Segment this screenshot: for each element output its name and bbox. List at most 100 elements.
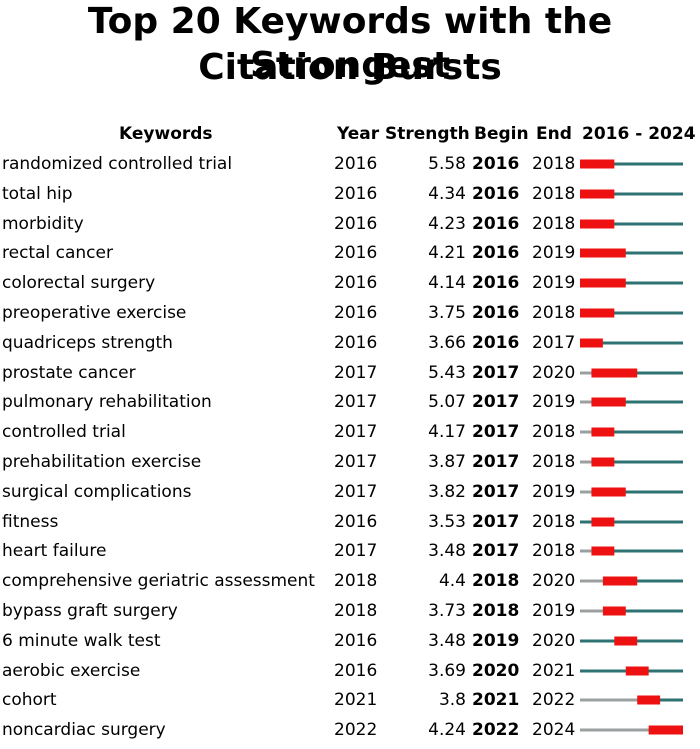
strength-cell: 3.73: [428, 601, 466, 621]
begin-cell: 2021: [472, 690, 520, 711]
timeline-inactive-segment: [580, 609, 603, 613]
year-cell: 2016: [334, 511, 378, 532]
burst-bar: [591, 546, 615, 556]
keyword-cell: preoperative exercise: [2, 303, 187, 323]
strength-cell: 4.14: [428, 273, 466, 294]
keyword-cell: total hip: [2, 183, 73, 204]
end-cell: 2019: [532, 601, 576, 621]
burst-timeline: [580, 159, 683, 169]
end-cell: 2021: [532, 660, 576, 681]
burst-bar: [591, 397, 626, 407]
begin-cell: 2019: [472, 630, 520, 651]
begin-cell: 2016: [472, 243, 520, 264]
burst-timeline: [580, 427, 683, 437]
strength-cell: 3.75: [428, 303, 466, 323]
keyword-cell: comprehensive geriatric assessment: [2, 571, 315, 592]
timeline-inactive-segment: [580, 728, 649, 732]
burst-timeline: [580, 338, 683, 348]
burst-timeline: [580, 576, 683, 586]
strength-cell: 3.8: [438, 690, 466, 711]
burst-bar: [591, 427, 615, 437]
chart-title-line2: Citation Bursts: [198, 47, 502, 88]
begin-cell: 2018: [472, 571, 520, 592]
burst-timeline: [580, 606, 683, 616]
strength-cell: 3.53: [428, 511, 466, 532]
burst-bar: [614, 636, 638, 646]
begin-cell: 2017: [472, 422, 520, 443]
timeline-inactive-segment: [580, 400, 592, 404]
year-cell: 2017: [334, 452, 378, 472]
table-row: surgical complications 2017 3.82 2017 2019: [0, 478, 700, 508]
timeline-active-segment: [580, 311, 683, 315]
burst-timeline: [580, 546, 683, 556]
year-cell: 2017: [334, 362, 378, 383]
burst-bar: [580, 219, 615, 229]
burst-timeline: [580, 695, 683, 705]
year-cell: 2016: [334, 303, 378, 323]
table-row: pulmonary rehabilitation 2017 5.07 2017 2019: [0, 388, 700, 418]
year-cell: 2021: [334, 690, 378, 711]
table-row: comprehensive geriatric assessment 2018 4.…: [0, 567, 700, 597]
burst-timeline: [580, 278, 683, 288]
strength-cell: 4.21: [428, 243, 466, 264]
end-cell: 2020: [532, 362, 576, 383]
keyword-cell: heart failure: [2, 541, 107, 562]
strength-cell: 3.82: [428, 481, 466, 502]
begin-cell: 2016: [472, 154, 520, 174]
timeline-active-segment: [591, 371, 683, 375]
end-cell: 2018: [532, 154, 576, 174]
begin-cell: 2017: [472, 541, 520, 562]
chart-title-line1: Top 20 Keywords with the Strongest: [87, 1, 613, 86]
keyword-cell: noncardiac surgery: [2, 720, 166, 741]
timeline-inactive-segment: [580, 490, 592, 494]
begin-cell: 2017: [472, 481, 520, 502]
strength-cell: 5.58: [428, 154, 466, 174]
timeline-inactive-segment: [580, 549, 592, 553]
begin-cell: 2020: [472, 660, 520, 681]
begin-cell: 2017: [472, 362, 520, 383]
burst-timeline: [580, 487, 683, 497]
strength-cell: 4.34: [428, 183, 466, 204]
year-cell: 2016: [334, 183, 378, 204]
year-cell: 2016: [334, 154, 378, 174]
table-row: bypass graft surgery 2018 3.73 2018 2019: [0, 597, 700, 627]
strength-cell: 3.48: [428, 541, 466, 562]
strength-cell: 3.48: [428, 630, 466, 651]
keyword-cell: aerobic exercise: [2, 660, 141, 681]
year-cell: 2016: [334, 243, 378, 264]
burst-bar: [591, 457, 615, 467]
table-row: aerobic exercise 2016 3.69 2020 2021: [0, 657, 700, 687]
timeline-active-segment: [580, 222, 683, 226]
end-cell: 2018: [532, 452, 576, 472]
year-cell: 2017: [334, 541, 378, 562]
burst-timeline: [580, 666, 683, 676]
year-cell: 2018: [334, 571, 378, 592]
timeline-active-segment: [580, 251, 683, 255]
end-cell: 2020: [532, 630, 576, 651]
table-row: prehabilitation exercise 2017 3.87 2017 2018: [0, 448, 700, 478]
burst-bar: [591, 368, 638, 378]
end-cell: 2020: [532, 571, 576, 592]
year-cell: 2017: [334, 481, 378, 502]
table-row: preoperative exercise 2016 3.75 2016 2018: [0, 299, 700, 329]
timeline-inactive-segment: [580, 579, 603, 583]
keyword-cell: colorectal surgery: [2, 273, 156, 294]
timeline-inactive-segment: [580, 430, 592, 434]
strength-cell: 3.69: [428, 660, 466, 681]
end-cell: 2017: [532, 332, 576, 353]
strength-cell: 5.07: [428, 392, 466, 413]
year-cell: 2016: [334, 213, 378, 234]
year-cell: 2017: [334, 422, 378, 443]
end-cell: 2018: [532, 303, 576, 323]
year-cell: 2022: [334, 720, 378, 741]
burst-timeline: [580, 189, 683, 199]
header-begin: Begin: [474, 124, 529, 144]
end-cell: 2018: [532, 183, 576, 204]
year-cell: 2016: [334, 332, 378, 353]
keyword-cell: pulmonary rehabilitation: [2, 392, 212, 413]
strength-cell: 4.17: [428, 422, 466, 443]
begin-cell: 2022: [472, 720, 520, 741]
timeline-active-segment: [580, 341, 683, 345]
table-row: colorectal surgery 2016 4.14 2016 2019: [0, 269, 700, 299]
strength-cell: 4.23: [428, 213, 466, 234]
